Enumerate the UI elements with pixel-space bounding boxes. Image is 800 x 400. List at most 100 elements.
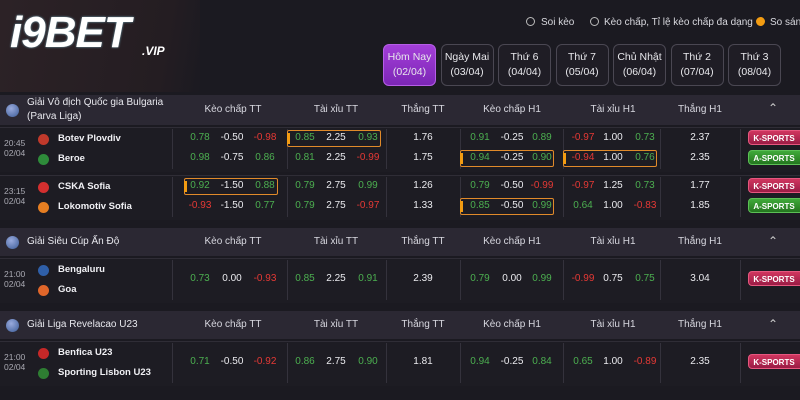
odds-value[interactable]: 0.86 [255, 152, 275, 163]
odds-value[interactable]: 0.00 [502, 273, 522, 284]
odds-value[interactable]: 1.75 [413, 152, 433, 163]
logo[interactable]: i9BET [10, 8, 131, 57]
odds-value[interactable]: 0.99 [532, 200, 552, 211]
odds-value[interactable]: 0.79 [295, 200, 315, 211]
provider-button[interactable]: A-SPORTS [748, 198, 800, 213]
odds-value[interactable]: 1.00 [603, 152, 623, 163]
odds-value[interactable]: 1.00 [603, 356, 623, 367]
odds-value[interactable]: -0.98 [253, 132, 277, 143]
odds-value[interactable]: 0.81 [295, 152, 315, 163]
odds-value[interactable]: 2.37 [690, 132, 710, 143]
date-tab[interactable]: Hôm Nay (02/04) [383, 44, 436, 86]
provider-button[interactable]: K-SPORTS [748, 178, 800, 193]
odds-value[interactable]: -0.93 [188, 200, 212, 211]
odds-value[interactable]: 0.93 [358, 132, 378, 143]
odds-value[interactable]: 0.75 [603, 273, 623, 284]
odds-value[interactable]: 1.00 [603, 200, 623, 211]
odds-value[interactable]: 0.99 [358, 180, 378, 191]
odds-value[interactable]: 0.79 [470, 273, 490, 284]
odds-value[interactable]: 2.35 [690, 152, 710, 163]
odds-value[interactable]: 0.92 [190, 180, 210, 191]
provider-button[interactable]: K-SPORTS [748, 354, 800, 369]
odds-value[interactable]: 0.94 [470, 356, 490, 367]
odds-value[interactable]: 0.75 [635, 273, 655, 284]
odds-value[interactable]: 2.75 [326, 356, 346, 367]
odds-value[interactable]: -0.99 [356, 152, 380, 163]
collapse-toggle[interactable]: ⌃ [768, 317, 779, 331]
odds-value[interactable]: 2.75 [326, 200, 346, 211]
odds-value[interactable]: -0.50 [220, 132, 244, 143]
odds-value[interactable]: 0.71 [190, 356, 210, 367]
odds-value[interactable]: 2.39 [413, 273, 433, 284]
odds-value[interactable]: 1.00 [603, 132, 623, 143]
collapse-toggle[interactable]: ⌃ [768, 101, 779, 115]
collapse-toggle[interactable]: ⌃ [768, 234, 779, 248]
odds-value[interactable]: -0.25 [500, 132, 524, 143]
odds-value[interactable]: 1.85 [690, 200, 710, 211]
odds-value[interactable]: 0.76 [635, 152, 655, 163]
odds-value[interactable]: 0.90 [358, 356, 378, 367]
odds-value[interactable]: 2.75 [326, 180, 346, 191]
odds-value[interactable]: 0.94 [470, 152, 490, 163]
odds-value[interactable]: 0.90 [532, 152, 552, 163]
odds-value[interactable]: 0.64 [573, 200, 593, 211]
odds-value[interactable]: -0.25 [500, 152, 524, 163]
odds-value[interactable]: 0.77 [255, 200, 275, 211]
odds-value[interactable]: -0.75 [220, 152, 244, 163]
top-link[interactable]: So sánh [770, 17, 800, 28]
odds-value[interactable]: 3.04 [690, 273, 710, 284]
odds-value[interactable]: 0.88 [255, 180, 275, 191]
odds-value[interactable]: 2.25 [326, 152, 346, 163]
odds-value[interactable]: 2.25 [326, 132, 346, 143]
top-link[interactable]: Kèo chấp, Tỉ lệ kèo chấp đa dạng [604, 17, 753, 28]
odds-value[interactable]: 0.78 [190, 132, 210, 143]
odds-value[interactable]: -0.93 [253, 273, 277, 284]
odds-value[interactable]: -0.50 [220, 356, 244, 367]
odds-value[interactable]: 1.25 [603, 180, 623, 191]
odds-value[interactable]: 0.85 [470, 200, 490, 211]
odds-value[interactable]: -0.97 [571, 180, 595, 191]
odds-value[interactable]: 0.99 [532, 273, 552, 284]
odds-value[interactable]: -0.99 [530, 180, 554, 191]
provider-button[interactable]: A-SPORTS [748, 150, 800, 165]
odds-value[interactable]: 0.73 [190, 273, 210, 284]
date-tab[interactable]: Thứ 6 (04/04) [498, 44, 551, 86]
date-tab[interactable]: Thứ 3 (08/04) [728, 44, 781, 86]
date-tab[interactable]: Thứ 2 (07/04) [670, 44, 724, 86]
odds-value[interactable]: 0.65 [573, 356, 593, 367]
odds-value[interactable]: 0.91 [470, 132, 490, 143]
odds-value[interactable]: -0.50 [500, 180, 524, 191]
odds-value[interactable]: 0.98 [190, 152, 210, 163]
odds-value[interactable]: 1.77 [690, 180, 710, 191]
odds-value[interactable]: 1.33 [413, 200, 433, 211]
date-tab[interactable]: Ngày Mai (03/04) [440, 44, 494, 86]
odds-value[interactable]: -0.83 [633, 200, 657, 211]
odds-value[interactable]: 0.91 [358, 273, 378, 284]
odds-value[interactable]: -0.92 [253, 356, 277, 367]
odds-value[interactable]: 0.86 [295, 356, 315, 367]
odds-value[interactable]: 2.25 [326, 273, 346, 284]
odds-value[interactable]: 0.79 [295, 180, 315, 191]
odds-value[interactable]: 1.76 [413, 132, 433, 143]
odds-value[interactable]: 0.00 [222, 273, 242, 284]
odds-value[interactable]: 0.85 [295, 273, 315, 284]
odds-value[interactable]: 0.85 [295, 132, 315, 143]
odds-value[interactable]: -1.50 [220, 180, 244, 191]
odds-value[interactable]: 0.73 [635, 132, 655, 143]
provider-button[interactable]: K-SPORTS [748, 271, 800, 286]
odds-value[interactable]: 0.79 [470, 180, 490, 191]
odds-value[interactable]: 0.89 [532, 132, 552, 143]
odds-value[interactable]: -0.25 [500, 356, 524, 367]
odds-value[interactable]: -1.50 [220, 200, 244, 211]
odds-value[interactable]: 2.35 [690, 356, 710, 367]
date-tab[interactable]: Chủ Nhật (06/04) [613, 44, 666, 86]
provider-button[interactable]: K-SPORTS [748, 130, 800, 145]
odds-value[interactable]: 1.81 [413, 356, 433, 367]
odds-value[interactable]: -0.89 [633, 356, 657, 367]
odds-value[interactable]: -0.97 [571, 132, 595, 143]
date-tab[interactable]: Thứ 7 (05/04) [555, 44, 609, 86]
odds-value[interactable]: 0.73 [635, 180, 655, 191]
odds-value[interactable]: -0.94 [571, 152, 595, 163]
odds-value[interactable]: -0.97 [356, 200, 380, 211]
odds-value[interactable]: -0.99 [571, 273, 595, 284]
